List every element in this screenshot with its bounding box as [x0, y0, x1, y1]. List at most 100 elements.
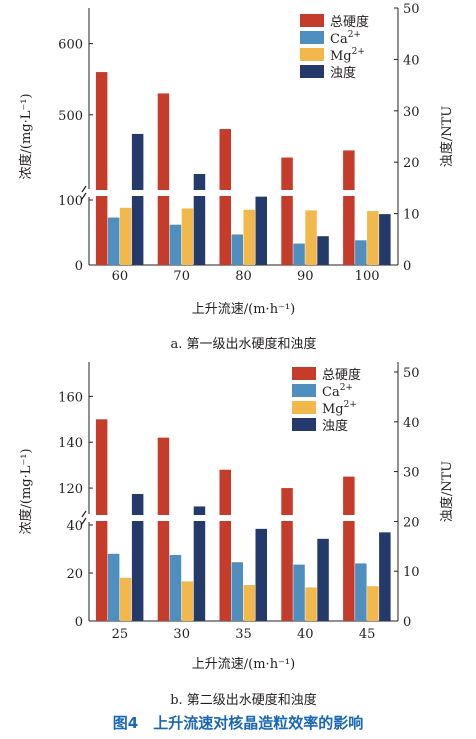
legend-label: Ca2+ — [322, 383, 353, 400]
legend-swatch — [292, 384, 316, 397]
bar-turbidity — [193, 174, 206, 265]
bar-ca — [293, 564, 305, 621]
left-tick-label: 160 — [58, 390, 83, 405]
bar-total-hardness — [219, 469, 231, 621]
right-tick-label: 50 — [403, 2, 420, 17]
right-tick-label: 20 — [403, 515, 420, 530]
right-tick-label: 0 — [403, 615, 411, 630]
left-axis-label: 浓度/(mg·L⁻¹) — [18, 93, 34, 179]
right-tick-label: 30 — [403, 466, 420, 481]
subcaption: a. 第一级出水硬度和浊度 — [170, 336, 316, 352]
bar-mg — [119, 577, 132, 621]
bar-total-hardness — [343, 476, 355, 621]
left-tick-label: 0 — [75, 615, 83, 630]
x-tick-label: 35 — [235, 627, 252, 642]
bar-ca — [293, 243, 305, 265]
bar-turbidity — [193, 506, 206, 621]
legend-swatch — [292, 367, 316, 380]
legend-swatch — [300, 31, 324, 44]
right-axis-label: 浊度/NTU — [439, 106, 455, 167]
legend-label: 总硬度 — [322, 367, 361, 383]
axis-break-mark — [81, 510, 87, 525]
bar-total-hardness — [95, 72, 108, 265]
bar-turbidity — [317, 538, 329, 621]
x-axis-label: 上升流速/(m·h⁻¹) — [192, 657, 295, 672]
right-tick-label: 40 — [403, 53, 420, 68]
x-axis-label: 上升流速/(m·h⁻¹) — [192, 302, 295, 317]
left-tick-label: 120 — [58, 482, 83, 497]
x-tick-label: 45 — [359, 627, 376, 642]
bar-mg — [367, 586, 379, 621]
right-tick-label: 50 — [403, 366, 420, 381]
bar-ca — [231, 234, 243, 265]
x-tick-label: 90 — [297, 269, 314, 284]
bar-ca — [169, 224, 182, 265]
chart-a: 0 100 500 600 0 10 20 30 40 50 60 70 80 90 100 总硬度Ca2+M… — [18, 2, 455, 352]
bar-break-band — [90, 515, 397, 521]
figure-caption: 图4 上升流速对核晶造粒效率的影响 — [112, 714, 364, 732]
left-tick-label: 0 — [75, 259, 83, 274]
legend-label: 浊度 — [330, 65, 356, 81]
bar-mg — [181, 581, 194, 621]
bar-mg — [305, 587, 317, 621]
x-tick-label: 80 — [235, 269, 252, 284]
legend-swatch — [300, 65, 324, 78]
bar-turbidity — [131, 493, 144, 621]
bar-turbidity — [379, 532, 391, 621]
bar-turbidity — [255, 196, 267, 265]
legend-swatch — [292, 418, 316, 431]
bar-ca — [169, 555, 182, 621]
axis-break-gap — [83, 189, 95, 197]
subcaption: b. 第二级出水硬度和浊度 — [170, 692, 317, 708]
bar-total-hardness — [157, 437, 170, 621]
right-tick-label: 10 — [403, 208, 420, 223]
x-tick-label: 30 — [173, 627, 190, 642]
bar-ca — [107, 217, 120, 265]
bar-mg — [119, 207, 132, 265]
bar-mg — [305, 210, 317, 265]
bar-mg — [243, 209, 255, 265]
x-tick-label: 70 — [173, 269, 190, 284]
legend-superscript: 2+ — [352, 47, 365, 57]
bar-ca — [107, 553, 120, 621]
legend-label: Ca2+ — [330, 30, 361, 47]
bar-turbidity — [379, 214, 391, 265]
bar-total-hardness — [343, 150, 355, 265]
bar-turbidity — [255, 528, 267, 621]
legend-swatch — [292, 401, 316, 414]
bar-total-hardness — [281, 157, 293, 265]
legend-label: 总硬度 — [330, 14, 369, 30]
bar-ca — [231, 562, 243, 621]
right-tick-label: 40 — [403, 416, 420, 431]
bar-total-hardness — [157, 93, 170, 265]
x-tick-label: 60 — [112, 269, 129, 284]
bar-turbidity — [131, 133, 144, 265]
legend-label: Mg2+ — [330, 47, 365, 64]
left-tick-label: 600 — [58, 38, 83, 53]
right-tick-label: 20 — [403, 156, 420, 171]
bar-turbidity — [317, 236, 329, 265]
left-tick-label: 140 — [58, 436, 83, 451]
left-tick-label: 100 — [58, 194, 83, 209]
bar-mg — [181, 208, 194, 265]
legend-label: Mg2+ — [322, 400, 357, 417]
right-tick-label: 10 — [403, 565, 420, 580]
legend-superscript: 2+ — [340, 383, 353, 393]
left-tick-label: 500 — [58, 109, 83, 124]
legend-superscript: 2+ — [348, 30, 361, 40]
axis-break-mark — [81, 185, 87, 200]
left-axis-label: 浓度/(mg·L⁻¹) — [18, 448, 34, 534]
chart-b: 0 20 40 120 140 160 0 10 20 30 40 50 25 30 35 40 45 总硬度Ca… — [18, 362, 455, 708]
legend-swatch — [300, 14, 324, 27]
bar-ca — [355, 563, 367, 621]
legend-swatch — [300, 48, 324, 61]
x-tick-label: 25 — [112, 627, 129, 642]
right-tick-label: 0 — [403, 259, 411, 274]
bar-mg — [367, 211, 379, 265]
right-axis-label: 浊度/NTU — [439, 461, 455, 522]
x-tick-label: 40 — [297, 627, 314, 642]
bar-ca — [355, 240, 367, 265]
legend-label: 浊度 — [322, 418, 348, 434]
right-tick-label: 30 — [403, 105, 420, 120]
x-tick-label: 100 — [355, 269, 380, 284]
